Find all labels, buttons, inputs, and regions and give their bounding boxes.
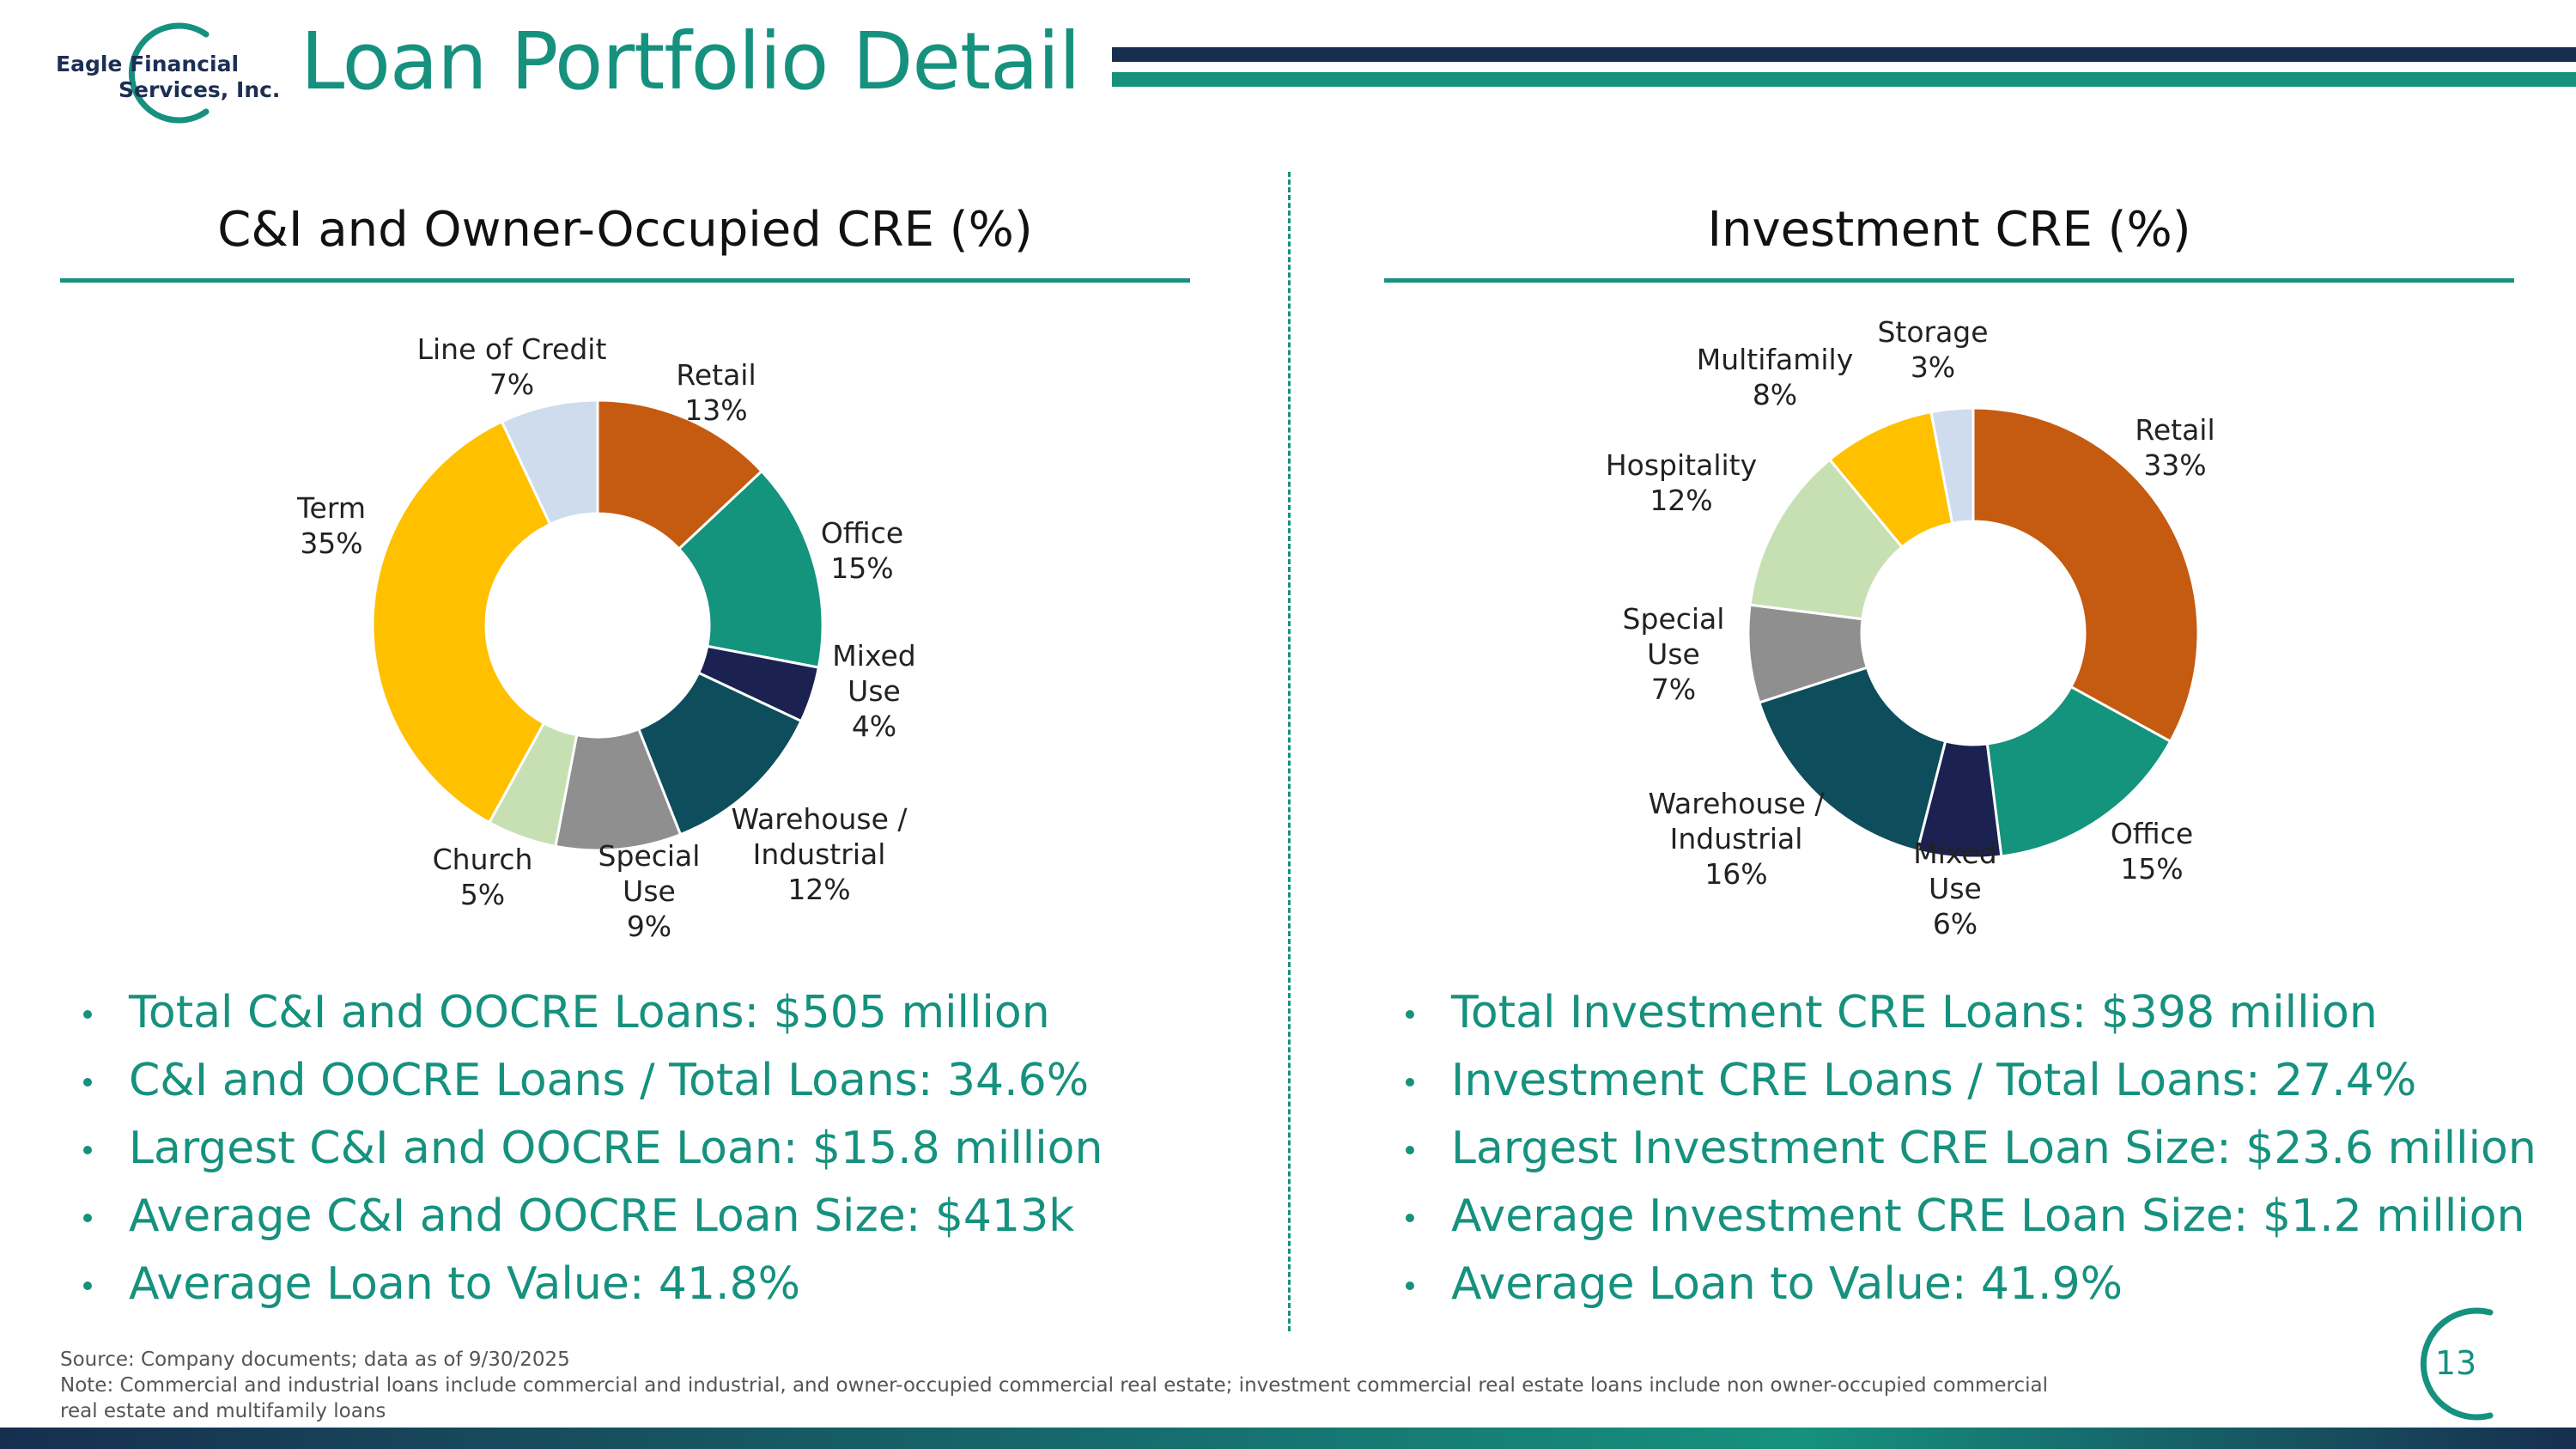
source-note: Source: Company documents; data as of 9/… bbox=[60, 1349, 570, 1371]
donut-slice-term bbox=[371, 419, 552, 825]
slice-label-hospitality: Hospitality 12% bbox=[1606, 448, 1757, 517]
right-bullet-item: Investment CRE Loans / Total Loans: 27.4… bbox=[1370, 1047, 2537, 1115]
page-number: 13 bbox=[2434, 1344, 2477, 1382]
slice-label-office: Office 15% bbox=[2111, 817, 2193, 886]
donut-slice-office bbox=[677, 469, 824, 669]
left-bullet-item: Total C&I and OOCRE Loans: $505 million bbox=[47, 979, 1103, 1047]
donut-slice-storage bbox=[1929, 406, 1975, 526]
title-bar-navy bbox=[1112, 47, 2576, 62]
slice-label-mixed-use: Mixed Use 6% bbox=[1913, 837, 1996, 941]
page-title: Loan Portfolio Detail bbox=[301, 15, 1081, 107]
left-bullet-item: Average C&I and OOCRE Loan Size: $413k bbox=[47, 1183, 1103, 1251]
slice-label-line-of-credit: Line of Credit 7% bbox=[417, 332, 607, 401]
logo-text-line1: Eagle Financial bbox=[56, 52, 240, 76]
right-bullet-item: Average Loan to Value: 41.9% bbox=[1370, 1251, 2537, 1318]
left-bullet-item: Average Loan to Value: 41.8% bbox=[47, 1251, 1103, 1318]
slice-label-multifamily: Multifamily 8% bbox=[1697, 343, 1854, 411]
donut-slice-line-of-credit bbox=[500, 399, 599, 527]
slice-label-retail: Retail 33% bbox=[2135, 413, 2215, 482]
left-bullet-list: Total C&I and OOCRE Loans: $505 million … bbox=[47, 979, 1103, 1318]
footnote-line2: real estate and multifamily loans bbox=[60, 1400, 386, 1422]
donut-slice-office bbox=[1985, 685, 2172, 858]
right-bullet-item: Total Investment CRE Loans: $398 million bbox=[1370, 979, 2537, 1047]
slice-label-special-use: Special Use 9% bbox=[598, 839, 701, 943]
slice-label-storage: Storage 3% bbox=[1877, 315, 1988, 384]
right-bullet-list: Total Investment CRE Loans: $398 million… bbox=[1370, 979, 2537, 1318]
right-bullet-item: Average Investment CRE Loan Size: $1.2 m… bbox=[1370, 1183, 2537, 1251]
left-bullet-item: Largest C&I and OOCRE Loan: $15.8 millio… bbox=[47, 1115, 1103, 1183]
page-number-badge: 13 bbox=[2396, 1306, 2499, 1426]
company-logo: Eagle Financial Services, Inc. bbox=[47, 15, 280, 127]
slice-label-warehouse-industrial: Warehouse / Industrial 12% bbox=[731, 802, 908, 906]
panel-divider bbox=[1288, 172, 1291, 1331]
slice-label-term: Term 35% bbox=[296, 491, 366, 560]
logo-swoosh-icon bbox=[128, 22, 210, 124]
left-title-rule bbox=[60, 278, 1190, 283]
right-bullet-item: Largest Investment CRE Loan Size: $23.6 … bbox=[1370, 1115, 2537, 1183]
footnote-line1: Note: Commercial and industrial loans in… bbox=[60, 1374, 2049, 1397]
logo-text-line2: Services, Inc. bbox=[118, 77, 281, 102]
right-title-rule bbox=[1384, 278, 2514, 283]
left-bullet-item: C&I and OOCRE Loans / Total Loans: 34.6% bbox=[47, 1047, 1103, 1115]
slice-label-church: Church 5% bbox=[433, 843, 533, 911]
page-arc-icon bbox=[2420, 1307, 2494, 1421]
slice-label-mixed-use: Mixed Use 4% bbox=[832, 639, 915, 743]
title-bar-teal bbox=[1112, 72, 2576, 87]
slice-label-special-use: Special Use 7% bbox=[1623, 602, 1725, 706]
right-chart-title: Investment CRE (%) bbox=[1707, 202, 2191, 258]
donut-slice-warehouse-industrial bbox=[1757, 666, 1947, 853]
slice-label-warehouse-industrial: Warehouse / Industrial 16% bbox=[1648, 787, 1825, 891]
donut-slice-retail bbox=[1971, 406, 2200, 744]
slice-label-retail: Retail 13% bbox=[676, 358, 756, 427]
slice-label-office: Office 15% bbox=[821, 516, 903, 585]
bottom-bar bbox=[0, 1428, 2576, 1449]
left-chart-title: C&I and Owner-Occupied CRE (%) bbox=[217, 202, 1033, 258]
